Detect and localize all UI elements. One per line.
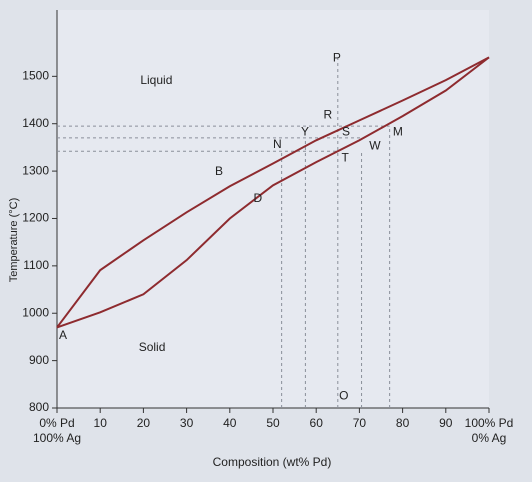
y-tick-label: 1200 — [22, 211, 49, 225]
phase-boundary — [56, 56, 490, 329]
annotation: Solid — [139, 340, 166, 354]
x-tick-label: 70 — [353, 416, 367, 430]
annotation: T — [341, 150, 349, 164]
y-tick-label: 900 — [29, 353, 49, 367]
x-axis-label: Composition (wt% Pd) — [213, 455, 332, 469]
x-tick-label: 10 — [94, 416, 108, 430]
annotation: R — [324, 107, 333, 121]
x-tick-sublabel: 100% Ag — [33, 431, 81, 445]
x-tick-label: 50 — [266, 416, 280, 430]
annotation: Y — [301, 124, 309, 138]
x-tick-sublabel: 0% Ag — [472, 431, 507, 445]
annotation: S — [342, 124, 350, 138]
x-tick-label: 0% Pd — [39, 416, 74, 430]
x-tick-label: 20 — [137, 416, 151, 430]
x-tick-label: 30 — [180, 416, 194, 430]
plot-area — [57, 10, 489, 408]
y-tick-label: 800 — [29, 400, 49, 414]
x-tick-label: 90 — [439, 416, 453, 430]
annotation: N — [273, 137, 282, 151]
annotation: B — [215, 164, 223, 178]
y-tick-label: 1400 — [22, 116, 49, 130]
annotation: M — [393, 124, 403, 138]
annotation: W — [369, 139, 381, 153]
annotation: P — [333, 51, 341, 65]
y-tick-label: 1000 — [22, 305, 49, 319]
y-axis-label: Temperature (°C) — [8, 198, 20, 282]
annotation: A — [59, 328, 67, 342]
x-tick-label: 60 — [310, 416, 324, 430]
x-tick-label: 80 — [396, 416, 410, 430]
y-tick-label: 1300 — [22, 163, 49, 177]
annotation: Liquid — [140, 73, 172, 87]
annotation: D — [254, 191, 263, 205]
phase-boundary — [56, 56, 490, 329]
x-tick-label: 100% Pd — [465, 416, 514, 430]
y-tick-label: 1500 — [22, 69, 49, 83]
x-tick-label: 40 — [223, 416, 237, 430]
annotation: O — [339, 388, 348, 402]
y-tick-label: 1100 — [23, 258, 49, 272]
